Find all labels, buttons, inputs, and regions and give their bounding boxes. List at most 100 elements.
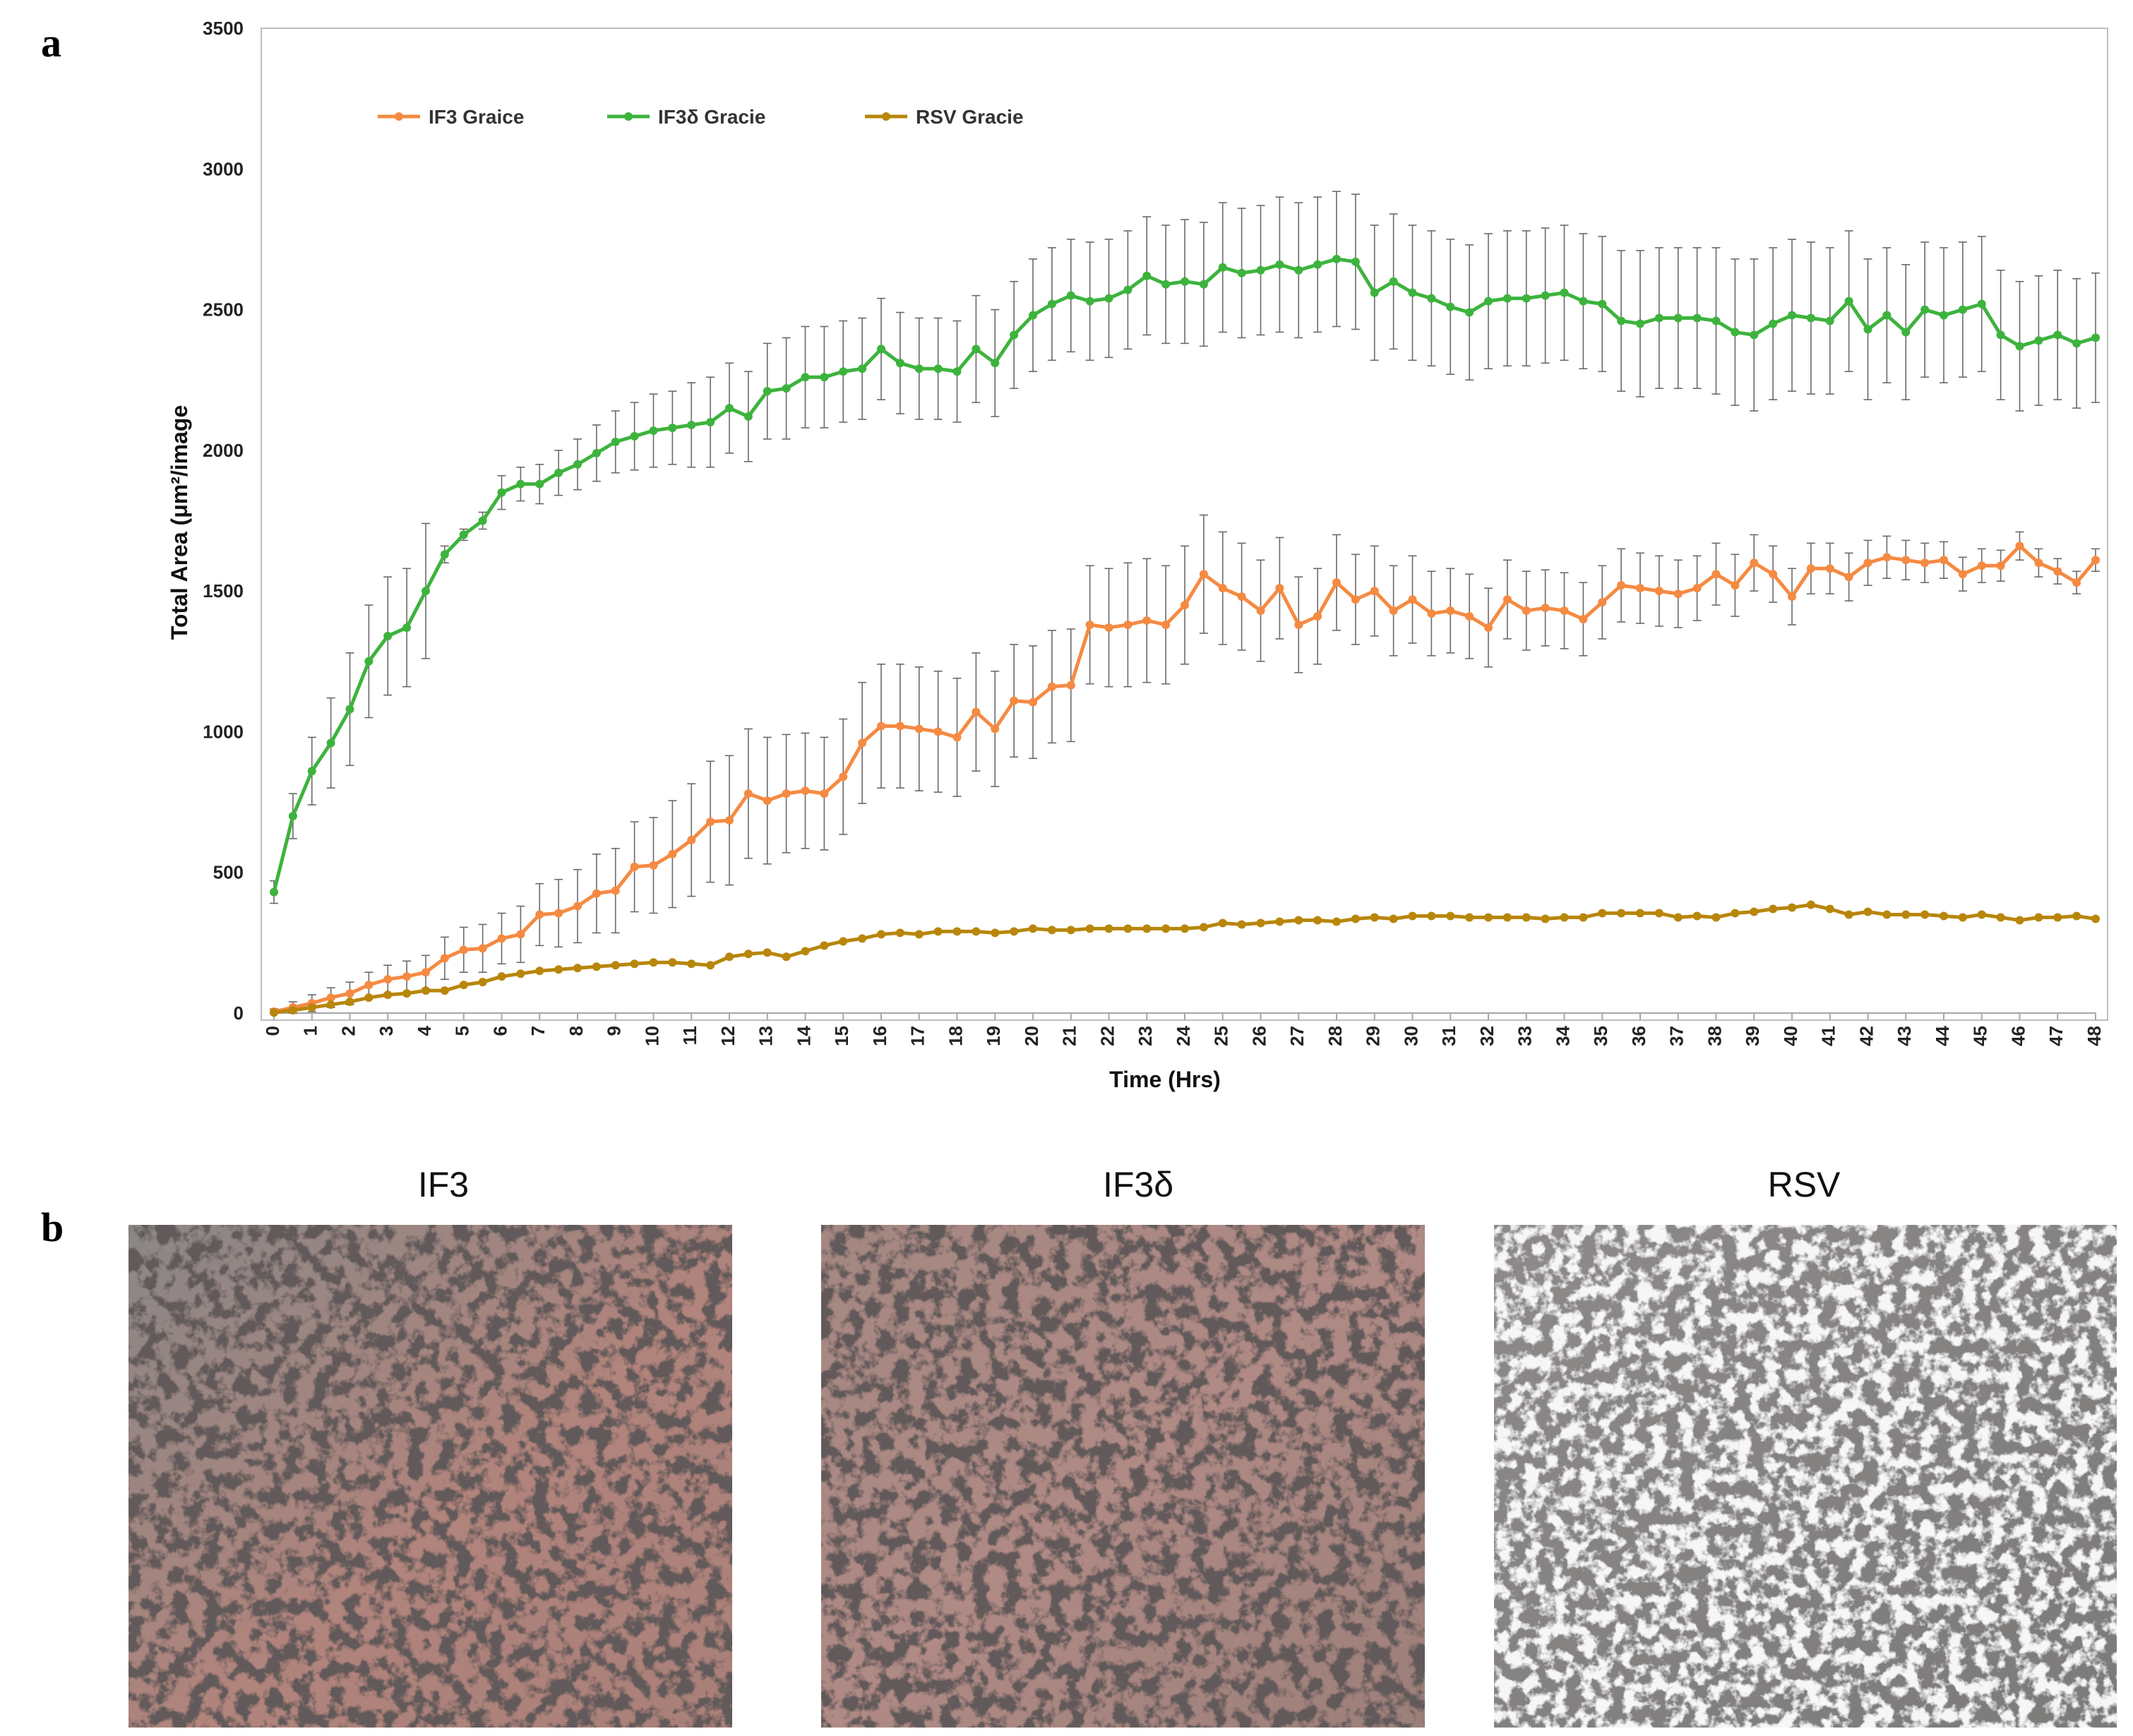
data-point	[1920, 558, 1930, 568]
data-point	[630, 959, 639, 969]
data-point	[1502, 595, 1512, 604]
data-point	[1788, 903, 1796, 912]
x-tick-label: 8	[566, 1026, 587, 1036]
x-axis-label: Time (Hrs)	[1109, 1067, 1221, 1092]
data-point	[1218, 584, 1227, 593]
data-point	[1522, 294, 1531, 303]
data-point	[307, 1003, 316, 1012]
legend-label: RSV Gracie	[916, 106, 1024, 128]
data-point	[1996, 330, 2005, 340]
data-point	[782, 952, 791, 962]
data-point	[1731, 328, 1740, 337]
x-tick-label: 43	[1894, 1026, 1915, 1046]
image-title-if3delta: IF3δ	[1103, 1165, 1173, 1204]
line-chart: 0 1 2 3 4 5 6 7 8 9 10 11 12 13 14 15 16 17 18 19 20 21 22 23 24…	[167, 18, 2108, 1092]
data-point	[1066, 681, 1075, 690]
data-point	[858, 364, 867, 373]
data-point	[668, 423, 677, 432]
data-point	[1446, 302, 1455, 311]
x-tick-label: 36	[1628, 1026, 1649, 1046]
data-point	[1047, 299, 1056, 309]
micrograph-if3	[129, 1225, 732, 1728]
data-point	[1181, 924, 1189, 933]
data-point	[1275, 584, 1284, 593]
data-point	[1541, 291, 1550, 300]
data-point	[1294, 916, 1303, 925]
data-point	[1825, 316, 1834, 325]
data-point	[801, 947, 810, 956]
data-point	[1123, 924, 1133, 933]
plot-area	[261, 28, 2108, 1021]
data-point	[307, 767, 316, 776]
data-point	[763, 796, 772, 806]
data-point	[2091, 333, 2100, 342]
data-point	[706, 817, 715, 826]
data-point	[1673, 589, 1683, 599]
x-tick-label: 3	[376, 1026, 397, 1036]
legend-marker	[395, 112, 403, 121]
data-point	[895, 359, 904, 368]
data-point	[1104, 294, 1113, 303]
data-point	[1654, 909, 1663, 918]
data-point	[1275, 260, 1284, 269]
data-point	[1788, 592, 1796, 601]
data-point	[1427, 609, 1436, 618]
data-point	[1066, 291, 1075, 300]
data-point	[1465, 913, 1474, 922]
data-point	[288, 1006, 297, 1015]
data-point	[782, 384, 791, 393]
x-tick-label: 46	[2007, 1026, 2029, 1046]
data-point	[763, 387, 772, 396]
data-point	[364, 993, 374, 1002]
y-tick-label: 2500	[203, 299, 244, 321]
data-point	[459, 530, 468, 539]
data-point	[687, 959, 696, 969]
data-point	[1579, 615, 1588, 623]
data-point	[345, 989, 354, 998]
data-point	[782, 789, 791, 798]
data-point	[914, 930, 924, 939]
data-point	[326, 993, 335, 1002]
data-point	[497, 934, 506, 943]
x-tick-label: 28	[1325, 1026, 1346, 1046]
x-tick-label: 12	[717, 1026, 739, 1046]
data-point	[1560, 913, 1569, 922]
data-point	[497, 972, 506, 981]
x-tick-label: 15	[831, 1026, 852, 1046]
x-tick-label: 16	[869, 1026, 890, 1046]
data-point	[459, 981, 468, 990]
data-point	[1408, 288, 1417, 297]
data-point	[270, 1008, 278, 1017]
data-point	[1901, 910, 1911, 919]
y-axis-label: Total Area (μm²/image	[167, 405, 192, 640]
data-point	[1332, 578, 1341, 587]
data-point	[972, 707, 981, 717]
data-point	[1825, 564, 1834, 573]
data-point	[1446, 606, 1455, 616]
data-point	[1958, 570, 1967, 579]
data-point	[554, 909, 563, 918]
data-point	[1654, 313, 1663, 323]
x-tick-label: 9	[604, 1026, 625, 1036]
x-tick-label: 37	[1666, 1026, 1687, 1046]
data-point	[820, 789, 829, 798]
series-points	[270, 254, 2100, 1017]
data-point	[1788, 311, 1796, 320]
data-point	[858, 738, 867, 748]
data-point	[1351, 914, 1360, 923]
data-point	[422, 968, 430, 977]
data-point	[839, 367, 848, 376]
data-point	[2034, 336, 2043, 345]
data-point	[1636, 319, 1644, 328]
x-tick-label: 18	[945, 1026, 966, 1046]
data-point	[1484, 297, 1493, 306]
data-point	[1522, 606, 1531, 616]
data-point	[1104, 924, 1113, 933]
data-point	[1920, 305, 1930, 314]
legend-label: IF3 Graice	[429, 106, 524, 128]
data-point	[611, 437, 620, 446]
data-point	[1181, 277, 1189, 286]
x-tick-label: 1	[300, 1026, 321, 1036]
data-point	[1636, 909, 1644, 918]
data-point	[326, 738, 335, 748]
